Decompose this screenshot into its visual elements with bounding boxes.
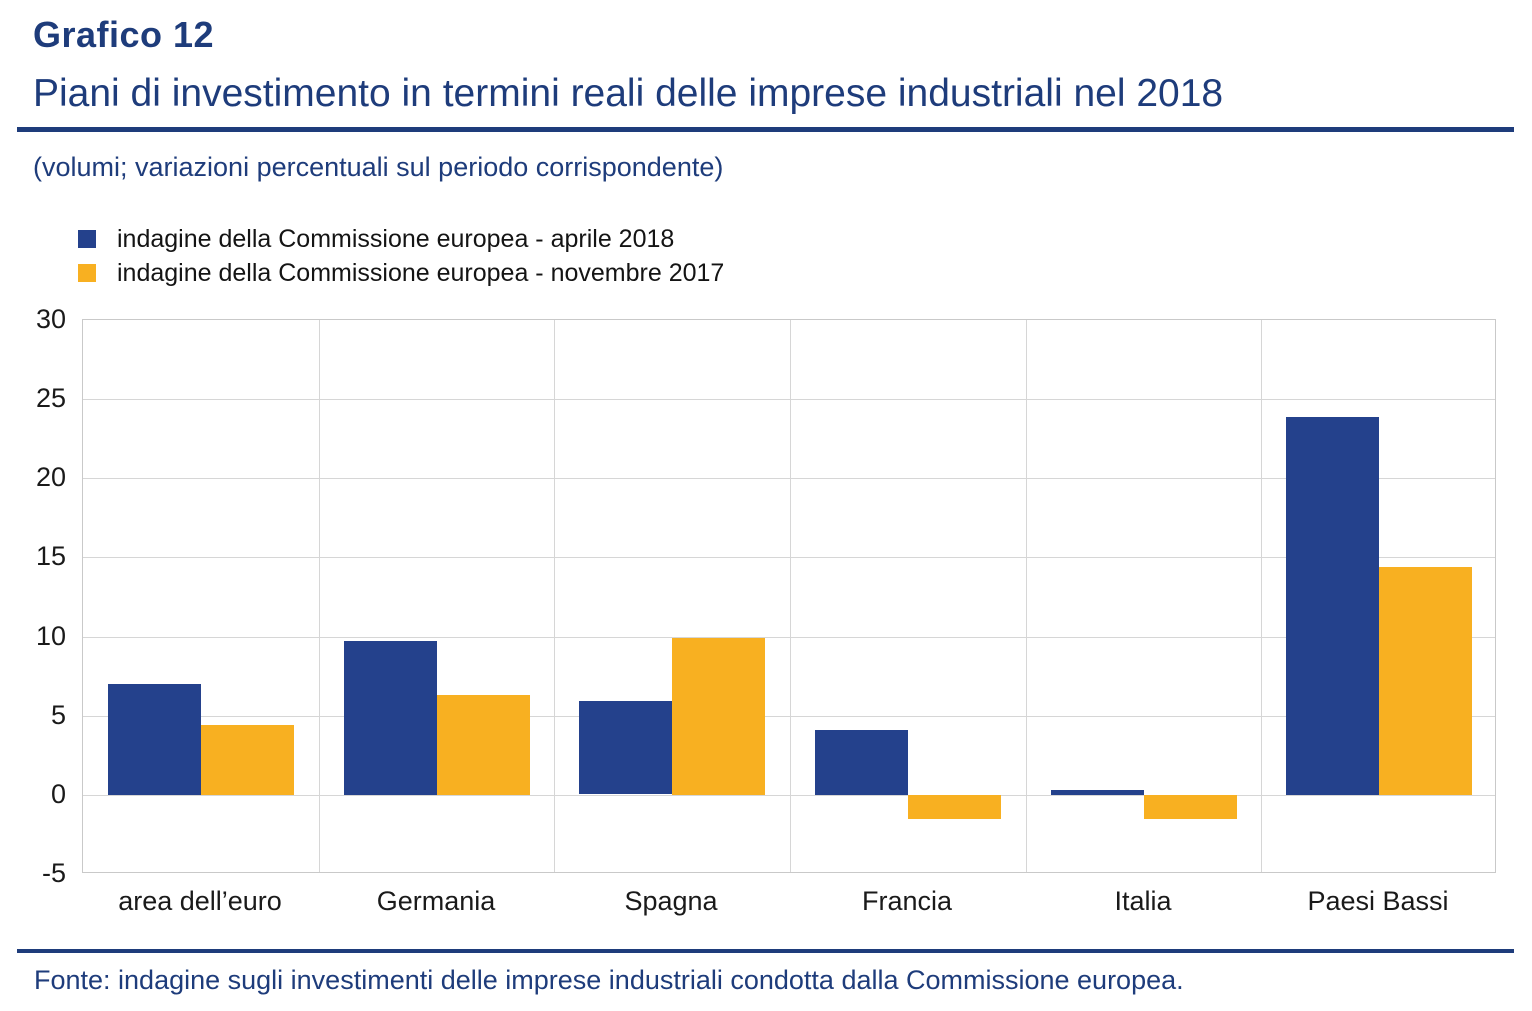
y-axis-tick-label: -5 xyxy=(41,858,66,888)
gridline xyxy=(83,637,1495,638)
legend-color-swatch xyxy=(78,230,96,248)
bar xyxy=(815,730,908,795)
gridline xyxy=(83,795,1495,796)
bar xyxy=(1144,795,1237,819)
x-axis-category-label: area dell’euro xyxy=(118,886,282,916)
plot-area xyxy=(82,319,1496,873)
bar xyxy=(1051,790,1144,795)
legend: indagine della Commissione europea - apr… xyxy=(78,222,724,290)
bar xyxy=(672,638,765,795)
y-axis-tick-label: 0 xyxy=(50,779,66,809)
bar xyxy=(1379,567,1472,795)
gridline xyxy=(554,320,555,872)
legend-label: indagine della Commissione europea - apr… xyxy=(117,224,675,253)
gridline xyxy=(83,399,1495,400)
x-axis-category-label: Italia xyxy=(1114,886,1172,916)
bar xyxy=(344,641,437,795)
gridline xyxy=(1261,320,1262,872)
x-axis-category-label: Spagna xyxy=(624,886,718,916)
source-note: Fonte: indagine sugli investimenti delle… xyxy=(34,965,1184,995)
chart-title: Piani di investimento in termini reali d… xyxy=(33,72,1224,115)
x-axis-category-label: Germania xyxy=(376,886,496,916)
y-axis-tick-label: 25 xyxy=(35,383,66,413)
bar xyxy=(1286,417,1379,795)
y-axis-tick-label: 15 xyxy=(35,541,66,571)
y-axis-tick-label: 10 xyxy=(35,621,66,651)
legend-color-swatch xyxy=(78,264,96,282)
legend-label: indagine della Commissione europea - nov… xyxy=(117,258,725,287)
gridline xyxy=(83,557,1495,558)
bar xyxy=(579,701,672,794)
gridline xyxy=(319,320,320,872)
chart-subtitle: (volumi; variazioni percentuali sul peri… xyxy=(33,152,724,182)
x-axis-category-label: Paesi Bassi xyxy=(1307,886,1449,916)
gridline xyxy=(790,320,791,872)
y-axis-tick-label: 20 xyxy=(35,462,66,492)
bar xyxy=(201,725,294,795)
y-axis-tick-label: 5 xyxy=(50,700,66,730)
bar xyxy=(108,684,201,795)
bar xyxy=(908,795,1001,819)
gridline xyxy=(83,478,1495,479)
x-axis-category-label: Francia xyxy=(861,886,953,916)
legend-item: indagine della Commissione europea - apr… xyxy=(78,222,724,256)
bar xyxy=(437,695,530,795)
legend-item: indagine della Commissione europea - nov… xyxy=(78,256,724,290)
y-axis-tick-label: 30 xyxy=(35,304,66,334)
chart-number: Grafico 12 xyxy=(33,14,215,55)
gridline xyxy=(1026,320,1027,872)
title-divider xyxy=(17,127,1514,132)
gridline xyxy=(83,716,1495,717)
footer-divider xyxy=(17,949,1514,953)
